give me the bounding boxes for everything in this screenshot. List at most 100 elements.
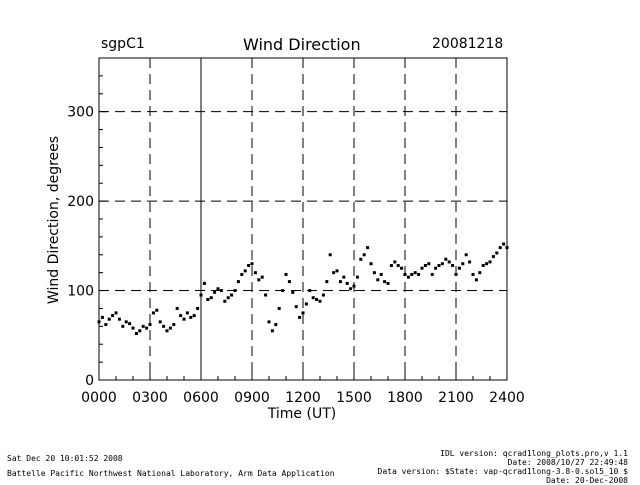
y-tick-label: 100	[67, 284, 94, 300]
data-point	[389, 264, 393, 268]
data-point	[287, 280, 291, 284]
chart-date: 20081218	[432, 36, 504, 52]
footer-timestamp: Sat Dec 20 10:01:52 2008	[7, 454, 123, 463]
data-point	[250, 262, 254, 266]
y-tick-label: 200	[67, 194, 94, 210]
x-tick-label: 0600	[183, 390, 219, 406]
data-point	[277, 306, 281, 310]
data-point	[430, 272, 434, 276]
x-tick-label: 0000	[81, 390, 117, 406]
data-point	[179, 314, 183, 318]
data-point	[369, 262, 373, 266]
x-tick-label: 0300	[132, 390, 168, 406]
data-point	[386, 281, 390, 285]
data-point	[301, 311, 305, 315]
data-point	[481, 264, 485, 268]
data-point	[233, 289, 237, 293]
data-point	[230, 293, 234, 297]
x-tick-label: 1500	[336, 390, 372, 406]
data-point	[338, 280, 342, 284]
data-point	[121, 324, 125, 328]
data-point	[199, 293, 203, 297]
data-point	[264, 293, 268, 297]
site-label: sgpC1	[101, 36, 145, 52]
footer-data-date: Date: 20-Dec-2008	[546, 476, 628, 485]
data-point	[328, 253, 332, 257]
data-point	[257, 278, 261, 282]
data-point	[243, 269, 247, 273]
x-tick-label: 2100	[438, 390, 474, 406]
data-point	[349, 287, 353, 291]
data-point	[111, 314, 115, 318]
data-point	[294, 305, 298, 309]
data-point	[131, 326, 135, 330]
data-point	[335, 269, 339, 273]
data-point	[498, 246, 502, 250]
data-point	[376, 278, 380, 282]
data-point	[162, 324, 166, 328]
x-tick-label: 0900	[234, 390, 270, 406]
data-point	[124, 320, 128, 324]
data-point	[240, 272, 244, 276]
data-point	[400, 266, 404, 270]
data-point	[141, 324, 145, 328]
data-point	[148, 323, 152, 327]
data-point	[447, 260, 451, 264]
grid-lines	[99, 58, 507, 380]
data-point	[315, 298, 319, 301]
data-point	[107, 317, 111, 321]
data-point	[355, 275, 359, 279]
y-axis-label: Wind Direction, degrees	[46, 136, 62, 304]
data-point	[213, 290, 217, 294]
data-point	[403, 272, 407, 276]
data-point	[345, 281, 349, 285]
footer-idl-date: Date: 2008/10/27 22:49:48	[507, 458, 628, 467]
data-point	[298, 315, 302, 319]
data-point	[236, 280, 240, 284]
data-point	[423, 264, 427, 268]
data-point	[502, 242, 506, 246]
data-point	[172, 323, 176, 327]
data-point	[362, 253, 366, 257]
data-point	[134, 331, 138, 335]
data-point	[332, 271, 336, 275]
footer-data-version: Data version: $State: vap-qcrad1long-3.8…	[377, 467, 628, 476]
data-point	[247, 264, 251, 268]
data-point	[420, 266, 424, 270]
data-point	[226, 296, 230, 300]
data-point	[454, 272, 458, 276]
data-point	[461, 262, 465, 266]
data-point	[185, 311, 189, 315]
x-axis-label: Time (UT)	[267, 406, 336, 422]
data-point	[274, 323, 278, 327]
data-point	[270, 329, 274, 333]
data-point	[308, 289, 312, 293]
data-point	[471, 272, 475, 276]
data-point	[291, 290, 295, 294]
data-point	[457, 266, 461, 270]
data-point	[138, 329, 142, 333]
data-point	[495, 251, 499, 255]
data-point	[267, 320, 271, 324]
data-point	[437, 264, 441, 268]
x-tick-label: 2400	[489, 390, 525, 406]
data-point	[491, 255, 495, 259]
y-axis: 0 100 200 300	[67, 75, 107, 389]
data-points	[97, 242, 509, 335]
data-point	[114, 311, 118, 315]
data-point	[366, 246, 370, 250]
data-point	[253, 271, 257, 275]
data-point	[219, 289, 223, 293]
data-point	[406, 275, 410, 279]
data-point	[383, 280, 387, 284]
data-point	[168, 326, 172, 330]
data-point	[216, 287, 220, 291]
chart-title: Wind Direction	[243, 35, 361, 54]
data-point	[182, 317, 186, 321]
data-point	[151, 311, 155, 315]
data-point	[379, 272, 383, 276]
data-point	[451, 264, 455, 268]
x-axis: 0000 0300 0600 0900 1200 1500 1800 2100 2400	[81, 372, 525, 406]
data-point	[440, 262, 444, 266]
